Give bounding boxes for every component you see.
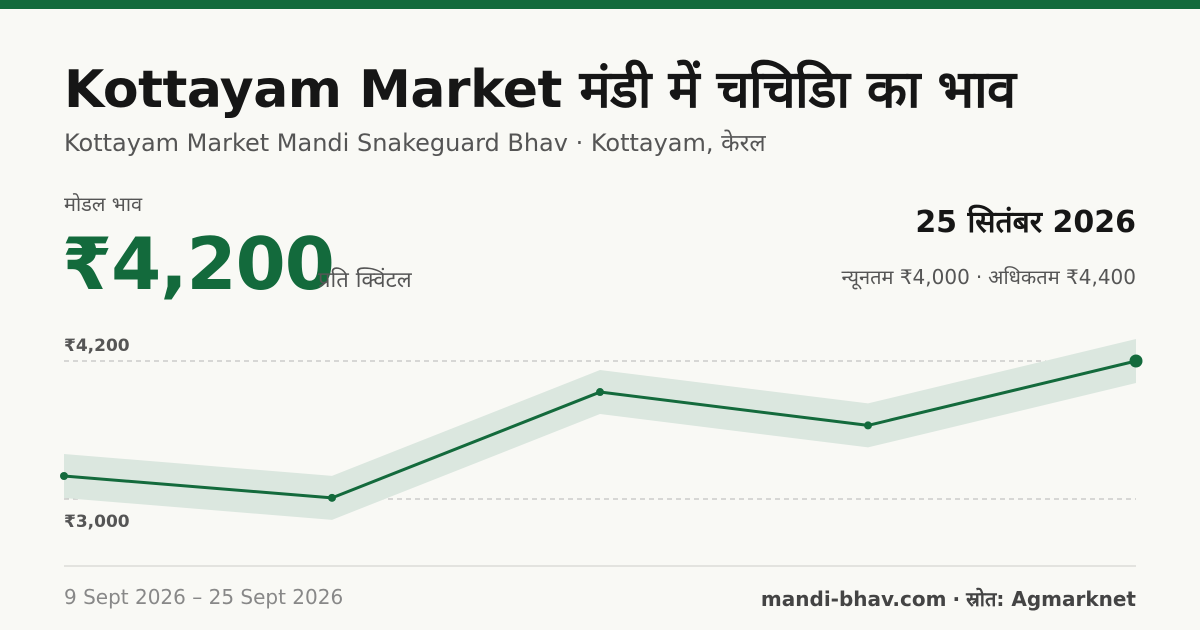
data-source: स्रोत: Agmarknet bbox=[966, 587, 1136, 611]
top-accent-bar bbox=[0, 0, 1200, 9]
footer-separator: · bbox=[952, 587, 961, 611]
y-tick-label: ₹4,200 bbox=[64, 336, 130, 356]
data-point bbox=[864, 421, 872, 430]
price-range: न्यूनतम ₹4,000 · अधिकतम ₹4,400 bbox=[842, 263, 1137, 290]
report-date: 25 सितंबर 2026 bbox=[915, 205, 1136, 240]
gridlines bbox=[64, 360, 1136, 500]
model-price-label: मोडल भाव bbox=[64, 192, 143, 216]
data-point bbox=[328, 493, 336, 502]
y-tick-label: ₹3,000 bbox=[64, 512, 130, 532]
max-price: अधिकतम ₹4,400 bbox=[988, 265, 1136, 289]
series-line-layer bbox=[60, 354, 1143, 502]
site-name: mandi-bhav.com bbox=[760, 587, 947, 611]
price-band bbox=[64, 339, 1136, 520]
data-point bbox=[596, 388, 604, 397]
price-unit: प्रति क्विंटल bbox=[318, 268, 412, 293]
model-price-value: ₹4,200 bbox=[62, 222, 335, 306]
data-point bbox=[60, 472, 68, 480]
min-price: न्यूनतम ₹4,000 bbox=[841, 265, 970, 289]
date-period: 9 Sept 2026 – 25 Sept 2026 bbox=[64, 585, 344, 609]
footer-divider bbox=[64, 565, 1136, 567]
range-separator: · bbox=[975, 265, 983, 289]
page-subtitle: Kottayam Market Mandi Snakeguard Bhav · … bbox=[64, 129, 766, 157]
data-point bbox=[1129, 354, 1143, 368]
tick-labels: ₹4,200 ₹3,000 bbox=[64, 336, 130, 532]
page-title: Kottayam Market मंडी में चचिडिा का भाव bbox=[64, 60, 1016, 120]
footer-credit: mandi-bhav.com · स्रोत: Agmarknet bbox=[761, 585, 1136, 612]
